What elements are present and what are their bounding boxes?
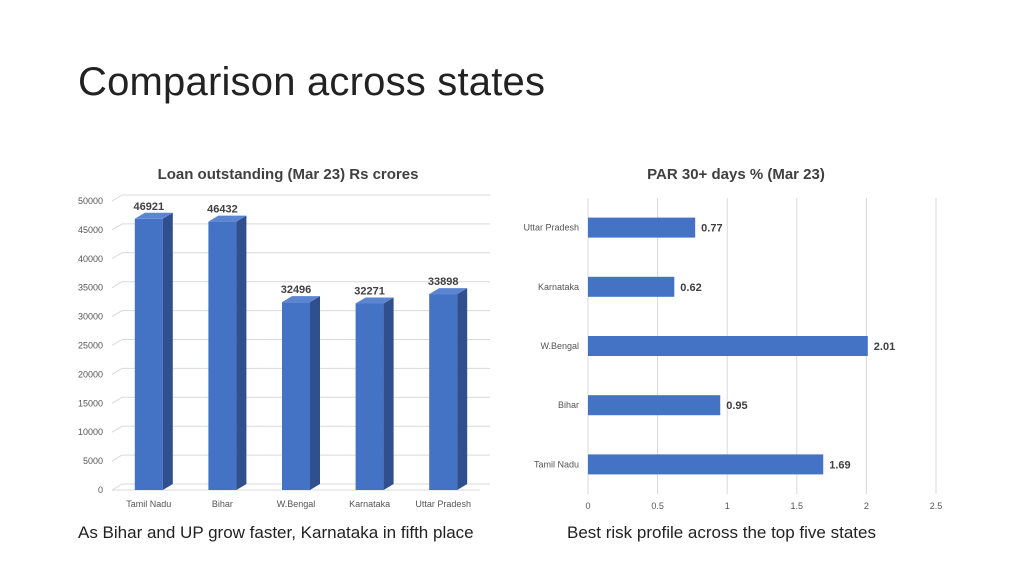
y-gridline-depth (111, 281, 123, 289)
bar-front (208, 221, 237, 490)
y-gridline-depth (111, 194, 123, 202)
x-tick-label: Tamil Nadu (126, 499, 171, 509)
bar-value-label: 33898 (428, 276, 459, 288)
y-gridline-depth (111, 252, 123, 260)
y-tick-label: W.Bengal (540, 341, 579, 351)
x-tick-label: Bihar (212, 499, 233, 509)
y-tick-label: Uttar Pradesh (523, 223, 579, 233)
bar-top (134, 212, 173, 219)
y-gridline-depth (111, 425, 123, 433)
y-gridline-depth (111, 367, 123, 375)
x-tick-label: 2.5 (930, 501, 943, 511)
hbar-value-label: 0.95 (726, 400, 747, 412)
y-tick-label: 5000 (83, 456, 103, 466)
bar-front (282, 302, 310, 490)
bar-top (282, 296, 320, 303)
bar-value-label: 46921 (134, 201, 165, 213)
bar-front (429, 294, 458, 490)
hbar-value-label: 1.69 (829, 459, 850, 471)
bar-side (310, 296, 320, 490)
y-gridline-depth (111, 396, 123, 404)
x-tick-label: 0 (585, 501, 590, 511)
slide-title: Comparison across states (78, 60, 546, 104)
y-gridline-depth (111, 454, 123, 462)
hbar (588, 217, 696, 238)
y-tick-label: 45000 (78, 225, 103, 235)
y-tick-label: 15000 (78, 398, 103, 408)
bar-top (355, 297, 394, 304)
caption-right: Best risk profile across the top five st… (567, 523, 876, 542)
x-tick-label: Karnataka (349, 499, 390, 509)
hbar-value-label: 0.77 (701, 223, 722, 235)
y-tick-label: Karnataka (538, 282, 579, 292)
y-tick-label: Bihar (558, 400, 579, 410)
x-tick-label: W.Bengal (277, 499, 316, 509)
bar-front (355, 303, 384, 490)
x-tick-label: 0.5 (651, 501, 664, 511)
hbar-value-label: 2.01 (874, 341, 895, 353)
y-tick-label: 10000 (78, 427, 103, 437)
loan-outstanding-chart: Loan outstanding (Mar 23) Rs crores 0 500… (78, 166, 490, 509)
hbar (588, 454, 824, 475)
bar-front (134, 218, 163, 490)
hbar-value-label: 0.62 (680, 282, 701, 294)
x-tick-label: 1.5 (791, 501, 804, 511)
bar-side (457, 288, 468, 490)
bar-side (236, 215, 247, 490)
par-chart-title: PAR 30+ days % (Mar 23) (647, 166, 825, 183)
y-gridline-depth (111, 483, 123, 491)
bar-top (429, 288, 468, 295)
y-gridline-depth (111, 223, 123, 231)
y-gridline-depth (111, 310, 123, 318)
bar-value-label: 46432 (207, 204, 238, 216)
bar-side (383, 297, 394, 490)
y-gridline-depth (111, 339, 123, 346)
caption-left: As Bihar and UP grow faster, Karnataka i… (78, 523, 474, 542)
bar-value-label: 32496 (281, 284, 312, 296)
y-tick-label: Tamil Nadu (534, 459, 579, 469)
y-tick-label: 50000 (78, 196, 103, 206)
hbar (588, 276, 675, 297)
bar-side (162, 212, 173, 490)
y-tick-label: 35000 (78, 283, 103, 293)
y-tick-label: 30000 (78, 312, 103, 322)
y-tick-label: 25000 (78, 341, 103, 351)
y-tick-label: 20000 (78, 369, 103, 379)
par-chart: PAR 30+ days % (Mar 23) 0 0.5 1 1.5 2 2.5 0.77… (523, 166, 942, 511)
loan-chart-title: Loan outstanding (Mar 23) Rs crores (158, 166, 419, 183)
y-tick-label: 40000 (78, 254, 103, 264)
bar-top (208, 215, 247, 222)
x-tick-label: Uttar Pradesh (415, 499, 471, 509)
x-tick-label: 2 (864, 501, 869, 511)
bar-value-label: 32271 (354, 285, 385, 297)
hbar (588, 336, 868, 356)
x-tick-label: 1 (725, 501, 730, 511)
y-tick-label: 0 (98, 485, 103, 495)
hbar (588, 395, 721, 416)
